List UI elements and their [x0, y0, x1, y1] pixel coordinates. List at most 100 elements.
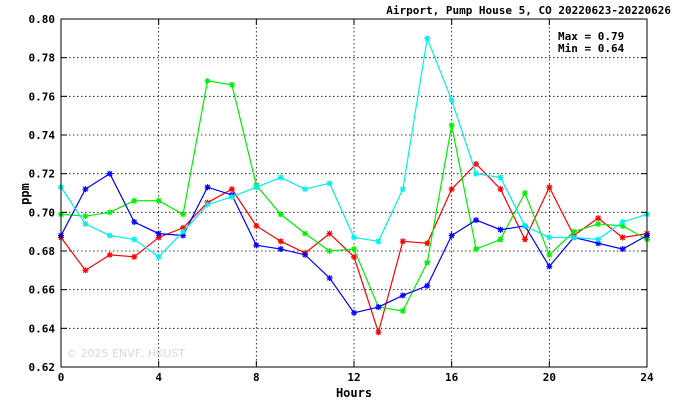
data-point	[253, 184, 260, 191]
x-tick-label: 20	[543, 371, 556, 384]
copyright-watermark: © 2025 ENVF, HKUST	[66, 347, 185, 360]
data-point	[106, 170, 113, 177]
data-point	[497, 236, 504, 243]
data-point	[497, 226, 504, 233]
min-label: Min = 0.64	[558, 42, 625, 55]
data-point	[155, 253, 162, 260]
data-point	[473, 217, 480, 224]
data-point	[424, 35, 431, 42]
data-point	[155, 230, 162, 237]
data-point	[424, 259, 431, 266]
y-tick-label: 0.62	[29, 361, 56, 374]
data-point	[375, 304, 382, 311]
series-layer	[58, 35, 650, 336]
data-point	[399, 292, 406, 299]
data-point	[448, 97, 455, 104]
y-axis-title: ppm	[18, 183, 32, 205]
data-point	[473, 246, 480, 253]
data-point	[546, 234, 553, 241]
data-point	[228, 193, 235, 200]
data-point	[399, 307, 406, 314]
data-point	[546, 251, 553, 258]
data-point	[595, 220, 602, 227]
data-point	[399, 238, 406, 245]
data-point	[546, 184, 553, 191]
data-point	[570, 228, 577, 235]
data-point	[521, 222, 528, 229]
data-point	[497, 174, 504, 181]
y-tick-label: 0.64	[29, 322, 56, 335]
data-point	[106, 232, 113, 239]
y-tick-label: 0.68	[29, 245, 56, 258]
data-point	[277, 174, 284, 181]
data-point	[497, 186, 504, 193]
x-tick-label: 16	[445, 371, 459, 384]
data-point	[131, 197, 138, 204]
x-tick-label: 8	[253, 371, 260, 384]
data-point	[180, 211, 187, 218]
data-point	[82, 267, 89, 274]
data-point	[131, 253, 138, 260]
x-tick-label: 4	[155, 371, 162, 384]
data-point	[399, 186, 406, 193]
data-point	[595, 215, 602, 222]
data-point	[448, 186, 455, 193]
data-point	[326, 248, 333, 254]
data-point	[204, 201, 211, 208]
data-point	[375, 238, 382, 245]
data-point	[106, 209, 113, 216]
data-point	[253, 222, 260, 229]
data-point	[619, 219, 626, 225]
data-point	[619, 234, 626, 241]
data-point	[351, 253, 357, 260]
data-point	[546, 263, 553, 270]
data-point	[595, 236, 602, 243]
data-point	[180, 228, 187, 235]
data-point	[351, 234, 357, 241]
data-point	[473, 161, 480, 167]
x-tick-label: 12	[347, 371, 360, 384]
data-point	[570, 234, 577, 241]
series-3	[58, 170, 650, 316]
max-label: Max = 0.79	[558, 30, 624, 43]
data-point	[351, 246, 357, 253]
data-point	[82, 220, 89, 227]
data-point	[106, 251, 113, 258]
chart-title: Airport, Pump House 5, CO 20220623-20220…	[386, 4, 671, 17]
data-point	[302, 251, 309, 258]
data-point	[302, 230, 309, 237]
data-point	[424, 282, 431, 289]
data-point	[228, 186, 235, 193]
y-tick-label: 0.72	[29, 168, 56, 181]
data-point	[521, 190, 528, 196]
data-point	[155, 197, 162, 204]
data-point	[326, 275, 333, 282]
data-point	[204, 184, 211, 191]
y-tick-label: 0.76	[29, 90, 56, 103]
y-tick-label: 0.66	[29, 284, 56, 297]
data-point	[521, 236, 528, 243]
series-2	[58, 77, 650, 314]
data-point	[82, 186, 89, 193]
data-point	[82, 213, 89, 220]
series-4	[58, 35, 650, 260]
y-tick-label: 0.78	[29, 52, 56, 65]
x-axis-title: Hours	[336, 386, 372, 400]
data-point	[448, 232, 455, 239]
data-point	[204, 77, 211, 84]
data-point	[228, 81, 235, 88]
axis-ticks: 0 4 8 12 16 20 24 0.62 0.64 0.66 0.68 0.70 0.72 0.74 0…	[29, 13, 654, 384]
y-tick-label: 0.74	[29, 129, 56, 142]
data-point	[326, 180, 333, 187]
data-point	[473, 170, 480, 177]
x-tick-label: 0	[58, 371, 65, 384]
data-point	[326, 230, 333, 237]
data-point	[448, 122, 455, 129]
data-point	[277, 211, 284, 218]
x-tick-label: 24	[640, 371, 654, 384]
data-point	[253, 242, 260, 249]
y-tick-label: 0.80	[29, 13, 56, 26]
data-point	[131, 219, 138, 225]
y-tick-label: 0.70	[29, 206, 56, 219]
